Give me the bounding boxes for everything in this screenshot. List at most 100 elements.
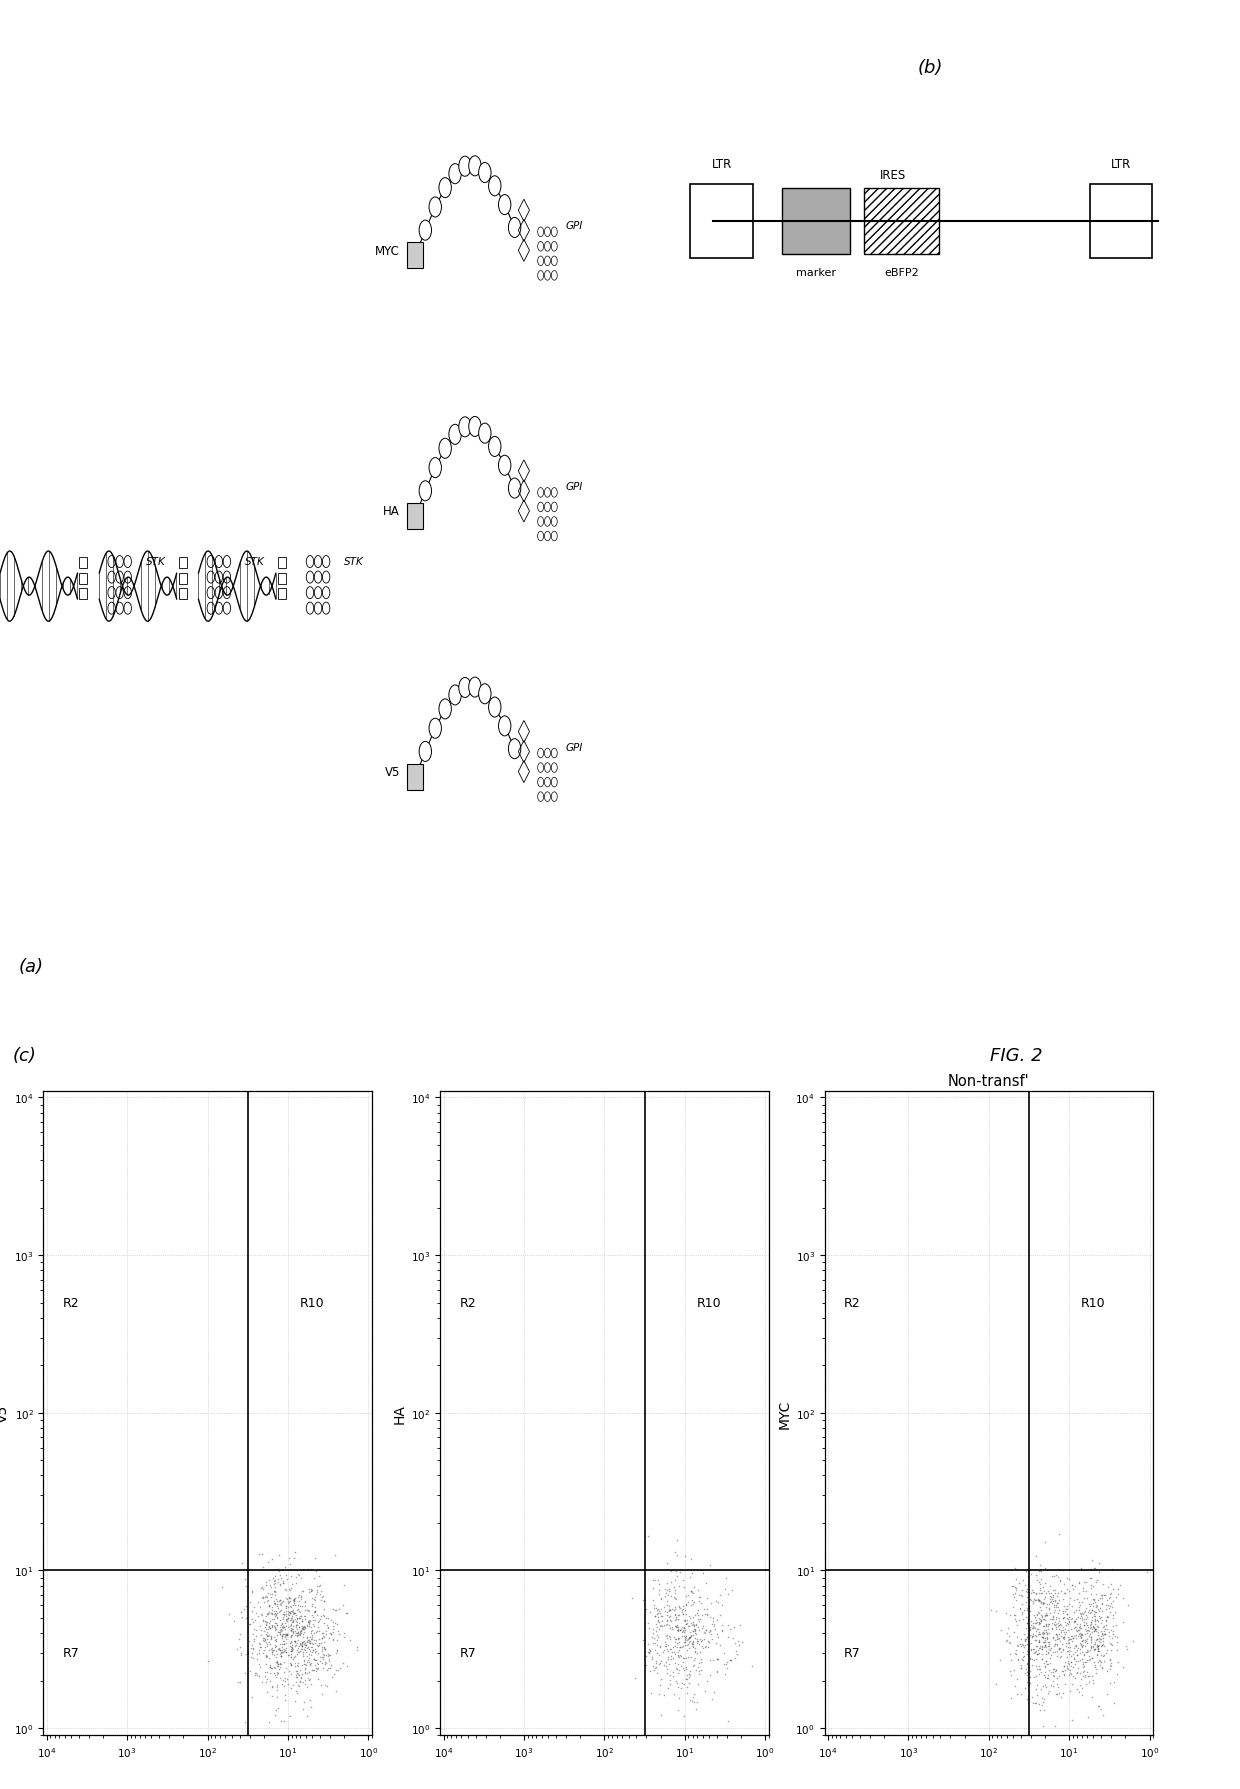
Point (1055, 1615, 1075, 1644)
Point (273, 1569, 293, 1598)
Point (293, 1628, 312, 1657)
Point (1045, 1712, 1065, 1741)
Point (1089, 1598, 1109, 1626)
Point (1053, 1657, 1073, 1685)
Point (1096, 1607, 1116, 1635)
Point (273, 1612, 293, 1641)
Point (1039, 1596, 1059, 1624)
Point (1094, 1617, 1114, 1646)
Point (681, 1623, 701, 1651)
Point (667, 1642, 687, 1671)
Point (1064, 1639, 1084, 1667)
Point (1045, 1615, 1065, 1644)
Point (308, 1649, 327, 1678)
Point (291, 1651, 311, 1680)
Point (1018, 1653, 1038, 1682)
Point (642, 1642, 662, 1671)
Point (687, 1655, 707, 1683)
Point (257, 1617, 277, 1646)
Point (249, 1653, 269, 1682)
Point (684, 1601, 704, 1630)
Point (1055, 1669, 1075, 1698)
Point (1056, 1617, 1076, 1646)
Point (691, 1644, 711, 1673)
Point (997, 1619, 1017, 1648)
Point (281, 1615, 301, 1644)
Point (326, 1596, 346, 1624)
Point (1068, 1635, 1087, 1664)
Point (1019, 1614, 1039, 1642)
Point (275, 1594, 295, 1623)
Point (309, 1624, 329, 1653)
Point (660, 1624, 680, 1653)
Point (289, 1587, 309, 1615)
Point (295, 1587, 315, 1615)
Point (281, 1621, 301, 1649)
Point (1070, 1614, 1090, 1642)
Point (305, 1651, 325, 1680)
Point (257, 1621, 277, 1649)
Point (305, 1585, 325, 1614)
Circle shape (449, 165, 461, 184)
Point (1043, 1576, 1063, 1605)
Point (680, 1633, 699, 1662)
Point (295, 1632, 315, 1660)
Point (1034, 1660, 1054, 1689)
Point (257, 1583, 277, 1612)
Point (293, 1632, 312, 1660)
Point (278, 1585, 298, 1614)
Point (242, 1683, 262, 1712)
Point (1086, 1615, 1106, 1644)
Point (285, 1657, 305, 1685)
Point (678, 1623, 698, 1651)
Point (1049, 1578, 1069, 1607)
Point (1047, 1603, 1066, 1632)
Point (1039, 1635, 1059, 1664)
Point (288, 1594, 308, 1623)
Point (1058, 1649, 1078, 1678)
Point (660, 1649, 680, 1678)
Point (1028, 1637, 1048, 1666)
Point (1047, 1630, 1066, 1658)
Point (1096, 1603, 1116, 1632)
Point (683, 1646, 703, 1675)
Point (1083, 1546, 1102, 1574)
Point (278, 1589, 298, 1617)
Point (317, 1612, 337, 1641)
Point (687, 1630, 707, 1658)
Point (1047, 1657, 1066, 1685)
Point (1038, 1632, 1058, 1660)
Point (293, 1614, 312, 1642)
Point (295, 1630, 315, 1658)
Point (1008, 1623, 1028, 1651)
Point (314, 1633, 334, 1662)
Point (1037, 1601, 1056, 1630)
Point (1092, 1581, 1112, 1610)
Point (1017, 1660, 1037, 1689)
Point (1042, 1608, 1061, 1637)
Circle shape (216, 603, 223, 615)
Point (649, 1680, 668, 1708)
Point (1025, 1651, 1045, 1680)
Point (1018, 1658, 1038, 1687)
Point (660, 1660, 680, 1689)
Point (1043, 1673, 1063, 1701)
Point (336, 1598, 356, 1626)
Point (1030, 1596, 1050, 1624)
Point (290, 1619, 310, 1648)
Point (676, 1610, 696, 1639)
Point (677, 1635, 697, 1664)
Point (288, 1633, 308, 1662)
Point (662, 1607, 682, 1635)
Point (301, 1555, 321, 1583)
Point (1069, 1612, 1089, 1641)
Point (1049, 1678, 1069, 1707)
Point (651, 1601, 671, 1630)
Point (1004, 1639, 1024, 1667)
Point (1019, 1630, 1039, 1658)
Point (268, 1641, 288, 1669)
Point (675, 1612, 694, 1641)
Point (290, 1617, 310, 1646)
Point (1045, 1612, 1065, 1641)
Point (285, 1653, 305, 1682)
